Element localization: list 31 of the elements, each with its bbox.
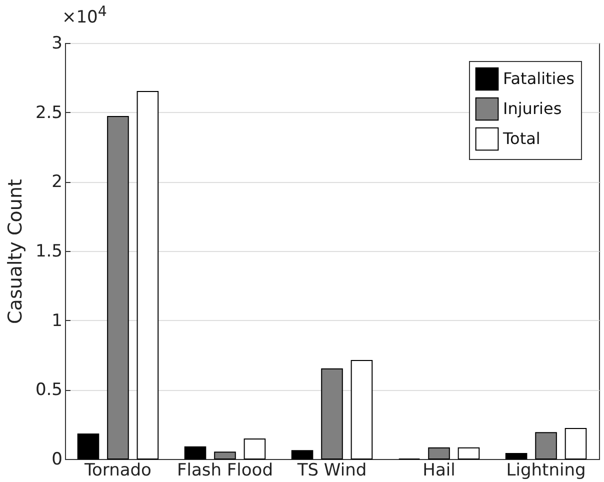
- y-tick-label: 3: [52, 34, 62, 54]
- bar: [350, 360, 373, 460]
- legend-label: Total: [502, 129, 540, 148]
- y-tick-label: 0: [52, 450, 62, 470]
- bar: [107, 116, 129, 460]
- legend-label: Injuries: [503, 99, 562, 118]
- bar: [428, 447, 450, 460]
- bar: [77, 434, 100, 460]
- x-tick-label: Hail: [422, 460, 456, 480]
- bar: [136, 91, 159, 460]
- y-tick-label: 1: [52, 310, 62, 331]
- y-axis-title: Casualty Count: [4, 179, 26, 324]
- bar: [535, 432, 557, 460]
- text: ×10$^{4}$: [62, 4, 107, 28]
- x-tick-label: Tornado: [83, 460, 152, 480]
- bar: [291, 450, 314, 460]
- bar: [564, 428, 587, 460]
- x-tick-label: Lightning: [506, 460, 586, 480]
- bar: [184, 446, 206, 460]
- y-tick-label: 2: [52, 172, 62, 192]
- bar: [214, 452, 236, 460]
- bar: [244, 438, 266, 460]
- y-tick-label: 2.5: [35, 102, 62, 123]
- bar: [458, 447, 480, 460]
- bar: [321, 368, 343, 460]
- y-tick-label: 0.5: [35, 380, 62, 400]
- y-tick-label: 1.5: [35, 242, 62, 262]
- x-tick-label: Flash Flood: [176, 460, 274, 480]
- bar: [505, 452, 528, 460]
- x-tick-label: TS Wind: [296, 460, 367, 480]
- legend-label: Fatalities: [503, 69, 574, 88]
